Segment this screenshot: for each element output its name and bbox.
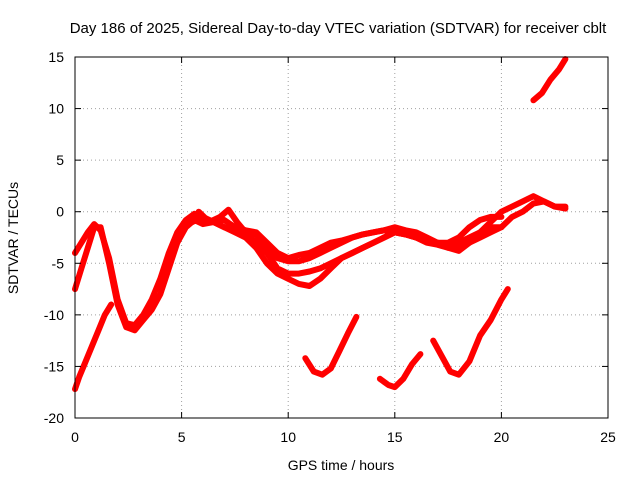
y-tick-label: 0 [56,204,64,220]
series-line-arc-g [376,351,424,391]
series-line-arc-b [72,217,505,334]
y-tick-label: 10 [48,101,64,117]
series-line-arc-e [72,301,115,393]
x-tick-label: 15 [387,429,403,445]
chart-title: Day 186 of 2025, Sidereal Day-to-day VTE… [70,20,607,37]
data-series [72,56,569,393]
y-tick-label: -20 [44,410,64,426]
x-tick-label: 5 [178,429,186,445]
series-line-arc-c [189,198,569,289]
x-tick-label: 25 [600,429,616,445]
series-line-arc-d [195,193,569,277]
x-tick-label: 10 [280,429,296,445]
y-tick-label: -5 [52,255,65,271]
plot-frame [74,56,609,419]
y-axis-label: SDTVAR / TECUs [5,182,21,294]
y-tick-label: 5 [56,152,64,168]
y-tick-label: -10 [44,307,64,323]
x-axis-label: GPS time / hours [288,457,395,473]
series-line-arc-f [302,313,360,378]
y-tick-label: 15 [48,49,64,65]
series-line-arc-h [430,286,511,378]
series-line-arc-i [530,56,569,104]
axis-ticks: 0 5 10 15 20 25 -20 -15 -10 -5 0 5 10 15 [44,49,616,445]
y-tick-label: -15 [44,358,64,374]
x-tick-label: 0 [71,429,79,445]
x-tick-label: 20 [494,429,510,445]
